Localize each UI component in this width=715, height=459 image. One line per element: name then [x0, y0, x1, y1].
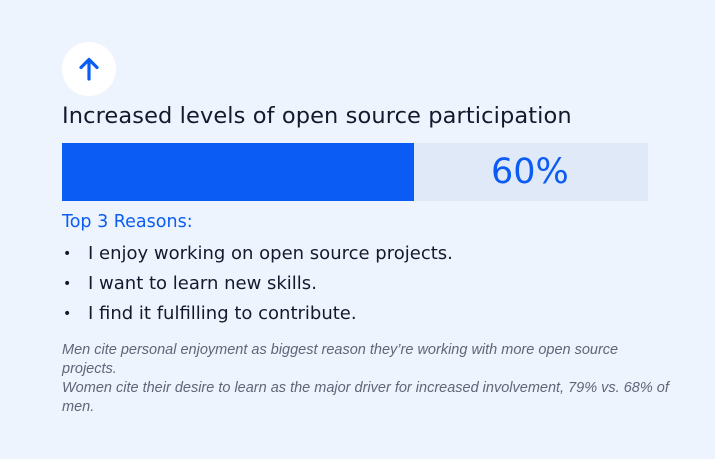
progress-bar-value-label: 60%: [491, 152, 569, 192]
reason-item: • I find it fulfilling to contribute.: [62, 299, 453, 329]
footnote-men: Men cite personal enjoyment as biggest r…: [62, 342, 619, 377]
arrow-up-icon: [79, 57, 99, 81]
reason-text: I find it fulfilling to contribute.: [88, 303, 357, 324]
progress-bar-fill: [62, 143, 414, 201]
footnote-women: Women cite their desire to learn as the …: [62, 380, 669, 415]
bullet-icon: •: [63, 246, 72, 262]
reason-text: I want to learn new skills.: [88, 273, 317, 294]
reasons-title: Top 3 Reasons:: [62, 212, 193, 232]
arrow-icon-badge: [62, 42, 116, 96]
bullet-icon: •: [63, 306, 72, 322]
reason-item: • I want to learn new skills.: [62, 269, 453, 299]
reason-text: I enjoy working on open source projects.: [88, 243, 453, 264]
reason-item: • I enjoy working on open source project…: [62, 239, 453, 269]
headline: Increased levels of open source particip…: [62, 103, 572, 129]
footnotes: Men cite personal enjoyment as biggest r…: [62, 341, 672, 417]
bullet-icon: •: [63, 276, 72, 292]
progress-bar-track: [62, 143, 648, 201]
reasons-list: • I enjoy working on open source project…: [62, 239, 453, 329]
